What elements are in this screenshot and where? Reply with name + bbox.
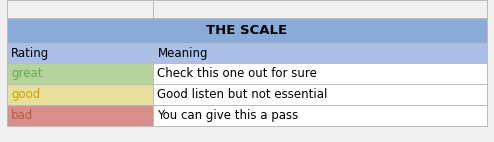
Bar (7, 84, 154, 105)
Bar (7, 18, 487, 43)
Text: Meaning: Meaning (158, 46, 208, 59)
Bar (154, 43, 487, 63)
Text: great: great (11, 67, 42, 80)
Bar (7, 105, 154, 126)
Text: THE SCALE: THE SCALE (206, 24, 288, 37)
Bar (154, 105, 487, 126)
Text: Good listen but not essential: Good listen but not essential (158, 88, 328, 101)
Bar (7, 63, 154, 84)
Text: You can give this a pass: You can give this a pass (158, 109, 299, 122)
Text: Rating: Rating (11, 46, 49, 59)
Bar (154, 63, 487, 84)
Bar (7, 0, 154, 18)
Bar (154, 0, 487, 18)
Text: Check this one out for sure: Check this one out for sure (158, 67, 317, 80)
Text: good: good (11, 88, 40, 101)
Bar (7, 43, 154, 63)
Bar (154, 84, 487, 105)
Text: bad: bad (11, 109, 33, 122)
